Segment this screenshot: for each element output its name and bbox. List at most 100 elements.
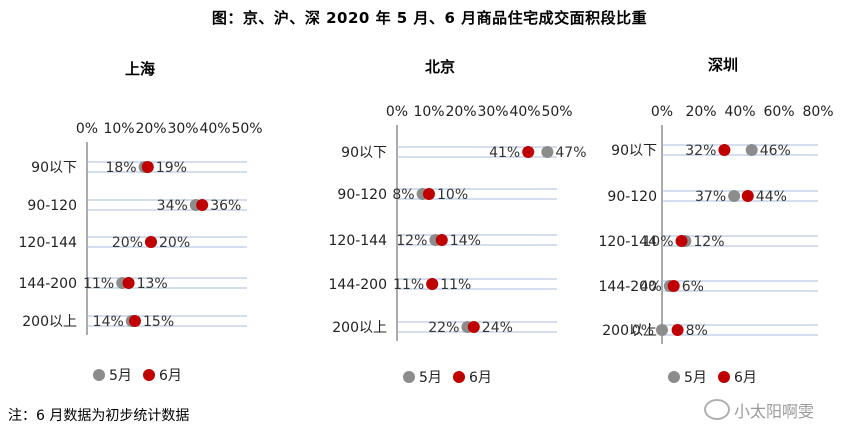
panel2-point-may (541, 146, 554, 158)
panel3-label-june: 10% (642, 234, 673, 250)
panel2-x-tick-label: 10% (413, 104, 444, 120)
panel3-label-may: 37% (695, 189, 726, 205)
panel1-label-may: 14% (93, 314, 124, 330)
panel1-x-tick-label: 20% (135, 121, 166, 137)
panel2-legend-label-june: 6月 (469, 370, 492, 386)
panel2-label-may: 22% (428, 320, 459, 336)
panel1-legend-label-may: 5月 (109, 368, 132, 384)
panel3-legend-label-june: 6月 (734, 370, 757, 386)
panel2-x-tick-label: 50% (541, 104, 572, 120)
panel2-legend-marker-may (403, 371, 415, 383)
panel1-x-tick-label: 30% (167, 121, 198, 137)
panel1-point-june (122, 277, 135, 289)
panel1-label-may: 34% (157, 198, 188, 214)
panel1-category-label: 144-200 (19, 276, 78, 292)
panel3-point-june (741, 190, 754, 202)
panel3-category-label: 200以上 (602, 323, 657, 339)
panel3-label-may: 46% (760, 143, 791, 159)
panel2-legend-label-may: 5月 (419, 370, 442, 386)
panel2-legend-marker-june (453, 371, 465, 383)
panel1-category-label: 120-144 (19, 235, 78, 251)
panel3-category-label: 120-144 (599, 234, 658, 250)
panel2-label-may: 12% (396, 233, 427, 249)
panel3-label-june: 32% (685, 143, 716, 159)
panel1-label-may: 18% (105, 160, 136, 176)
panel2-label-june: 14% (450, 233, 481, 249)
panel3-point-may (656, 324, 668, 336)
panel3-point-may (728, 190, 741, 202)
panel2-label-may: 8% (392, 187, 414, 203)
panel1-point-june (196, 199, 209, 211)
panel2-category-label: 120-144 (329, 233, 388, 249)
panel1-label-may: 11% (83, 276, 114, 292)
panel3-legend-marker-june (718, 371, 730, 383)
panel1-title: 上海 (125, 60, 155, 78)
panel1-category-label: 200以上 (22, 314, 77, 330)
panel3-title: 深圳 (708, 56, 738, 74)
panel3-point-june (675, 235, 688, 247)
panel3-point-june (718, 144, 731, 156)
panel1-x-tick-label: 40% (199, 121, 230, 137)
panel3-category-label: 144-200 (599, 279, 658, 295)
weibo-icon (704, 399, 730, 420)
panel3-point-may (745, 144, 758, 156)
panel2-x-tick-label: 0% (386, 104, 408, 120)
panel3-label-may: 12% (693, 234, 724, 250)
panel1-label-june: 15% (143, 314, 174, 330)
watermark-text: 小太阳啊雯 (734, 402, 815, 421)
panel2-x-tick-label: 30% (477, 104, 508, 120)
panel1-legend-marker-june (143, 369, 155, 381)
panel2-label-june: 11% (440, 277, 471, 293)
panel3-legend-label-may: 5月 (684, 370, 707, 386)
watermark: 小太阳啊雯 (704, 398, 814, 422)
panel2-category-label: 90-120 (337, 187, 387, 203)
panel3-point-june (671, 324, 684, 336)
panel1-label-june: 20% (159, 235, 190, 251)
panel2-label-june: 41% (489, 145, 520, 161)
panel3-label-june: 6% (682, 279, 704, 295)
panel2-title: 北京 (425, 58, 455, 76)
panel1-x-tick-label: 0% (76, 121, 98, 137)
panel2-point-june (435, 234, 448, 246)
main-title: 图：京、沪、深 2020 年 5 月、6 月商品住宅成交面积段比重 (211, 9, 648, 27)
panel2-label-june: 10% (437, 187, 468, 203)
panel3-category-label: 90以下 (611, 143, 657, 159)
panel1-x-tick-label: 10% (103, 121, 134, 137)
panel2-point-june (426, 278, 439, 290)
panel3-x-tick-label: 20% (685, 104, 716, 120)
panel2-x-tick-label: 20% (445, 104, 476, 120)
panel1-point-june (129, 315, 141, 327)
panel3-x-tick-label: 0% (651, 104, 673, 120)
footnote: 注：6 月数据为初步统计数据 (8, 408, 190, 424)
panel1-label-june: 19% (156, 160, 187, 176)
panel3-point-june (667, 280, 680, 292)
panel1-point-june (141, 161, 154, 173)
panel1-label-june: 36% (210, 198, 241, 214)
panel1-category-label: 90-120 (27, 198, 77, 214)
panel1-label-may: 20% (112, 235, 143, 251)
panel1-legend-marker-may (93, 369, 105, 381)
panel2-category-label: 90以下 (341, 145, 387, 161)
panel1-legend-label-june: 6月 (159, 368, 182, 384)
panel3-x-tick-label: 80% (802, 104, 833, 120)
panel2-x-tick-label: 40% (509, 104, 540, 120)
panel3-label-may: 0% (632, 323, 654, 339)
panel3-label-june: 44% (756, 189, 787, 205)
panel2-label-june: 24% (482, 320, 513, 336)
panel3-label-june: 8% (686, 323, 708, 339)
panel3-category-label: 90-120 (607, 189, 657, 205)
panel2-point-june (423, 188, 435, 200)
panel2-label-may: 47% (555, 145, 586, 161)
panel3-label-may: 4% (640, 279, 662, 295)
panel1-point-june (145, 236, 157, 248)
panel3-x-tick-label: 60% (763, 104, 794, 120)
panel2-point-june (467, 321, 480, 333)
panel3-x-tick-label: 40% (724, 104, 755, 120)
panel1-category-label: 90以下 (31, 160, 77, 176)
panel1-x-tick-label: 50% (231, 121, 262, 137)
panel3-legend-marker-may (668, 371, 680, 383)
panel1-label-june: 13% (137, 276, 168, 292)
panel2-category-label: 144-200 (329, 277, 388, 293)
panel2-category-label: 200以上 (332, 320, 387, 336)
